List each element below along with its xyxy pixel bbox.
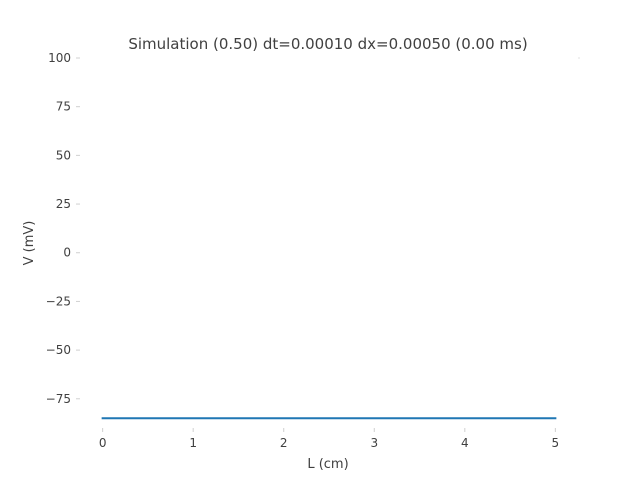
y-tick-label: 50 <box>56 148 71 162</box>
x-tick-label: 4 <box>461 436 469 450</box>
y-tick-label: −75 <box>46 392 71 406</box>
y-tick-label: −50 <box>46 343 71 357</box>
y-axis: 100 75 50 25 0 −25 −50 −75 <box>46 51 580 406</box>
y-axis-label: V (mV) <box>22 221 37 266</box>
y-tick-label: 75 <box>56 100 71 114</box>
chart-title: Simulation (0.50) dt=0.00010 dx=0.00050 … <box>128 35 527 53</box>
x-tick-label: 2 <box>280 436 288 450</box>
y-tick-label: 0 <box>63 246 71 260</box>
x-tick-label: 1 <box>189 436 197 450</box>
x-tick-label: 0 <box>99 436 107 450</box>
y-tick-label: 100 <box>48 51 71 65</box>
x-tick-label: 5 <box>552 436 560 450</box>
x-axis: 0 1 2 3 4 5 <box>99 428 559 450</box>
x-tick-label: 3 <box>370 436 378 450</box>
x-axis-label: L (cm) <box>307 457 348 472</box>
y-tick-label: 25 <box>56 197 71 211</box>
y-tick-label: −25 <box>46 294 71 308</box>
